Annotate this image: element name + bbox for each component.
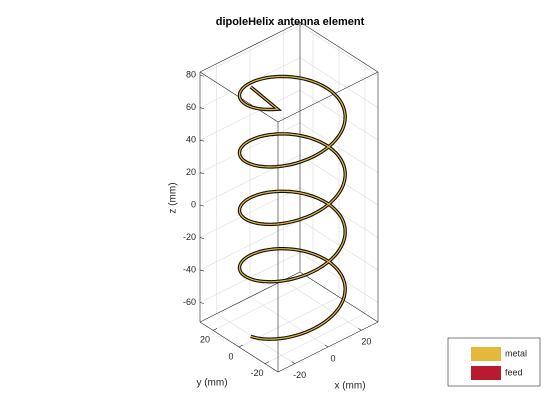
- tick-mark: [264, 361, 270, 364]
- legend-swatch: [471, 366, 501, 380]
- z-axis-label: z (mm): [168, 182, 179, 213]
- tick-mark: [199, 269, 205, 272]
- box-edge: [299, 21, 379, 73]
- tick-mark: [199, 237, 205, 239]
- tick-mark: [199, 204, 205, 207]
- legend-label: metal: [505, 348, 527, 358]
- tick-mark: [324, 344, 329, 348]
- y-axis-label: y (mm): [196, 378, 227, 389]
- z-tick-label: -20: [183, 232, 196, 242]
- legend-swatch: [471, 347, 501, 361]
- x-tick-label: 0: [330, 353, 335, 363]
- helix: [238, 75, 346, 340]
- z-tick-label: 40: [186, 135, 196, 145]
- y-tick-label: 20: [200, 335, 210, 345]
- z-tick-label: 60: [186, 102, 196, 112]
- chart-title: dipoleHelix antenna element: [216, 16, 365, 28]
- tick-mark: [358, 328, 362, 331]
- helix: [237, 74, 347, 341]
- box-edge: [199, 21, 301, 73]
- x-axis-label: x (mm): [334, 381, 365, 392]
- z-tick-label: -60: [183, 297, 196, 307]
- box-edge: [299, 271, 379, 323]
- y-tick-label: -20: [250, 368, 263, 378]
- tick-mark: [291, 361, 295, 364]
- box-edge: [277, 71, 379, 123]
- tick-mark: [212, 328, 218, 331]
- tick-mark: [199, 172, 205, 174]
- tick-mark: [199, 139, 205, 142]
- z-tick-label: 20: [186, 167, 196, 177]
- x-tick-label: -20: [293, 370, 306, 380]
- y-tick-label: 0: [228, 351, 233, 361]
- z-tick-label: 0: [191, 199, 196, 209]
- grid-line: [264, 313, 366, 364]
- tick-mark: [238, 344, 244, 348]
- tick-mark: [199, 302, 205, 304]
- x-tick-label: 20: [361, 337, 371, 347]
- grid-line: [212, 280, 314, 331]
- tick-mark: [199, 74, 205, 77]
- z-tick-label: 80: [186, 70, 196, 80]
- z-tick-label: -40: [183, 264, 196, 274]
- tick-mark: [199, 107, 205, 110]
- legend-label: feed: [505, 367, 523, 377]
